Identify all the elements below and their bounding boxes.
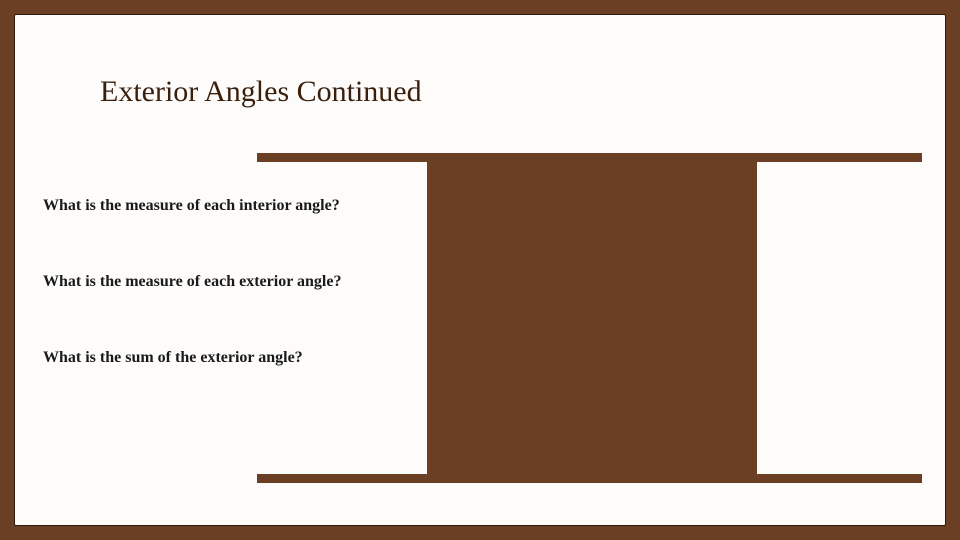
shape-bottom-bar (257, 474, 922, 483)
slide-frame: Exterior Angles Continued What is the me… (0, 0, 960, 540)
slide-title: Exterior Angles Continued (100, 75, 422, 109)
shape-top-bar (257, 153, 922, 162)
rectangle-shape (257, 153, 927, 483)
shape-mid-block (427, 162, 757, 474)
slide-panel: Exterior Angles Continued What is the me… (14, 14, 946, 526)
